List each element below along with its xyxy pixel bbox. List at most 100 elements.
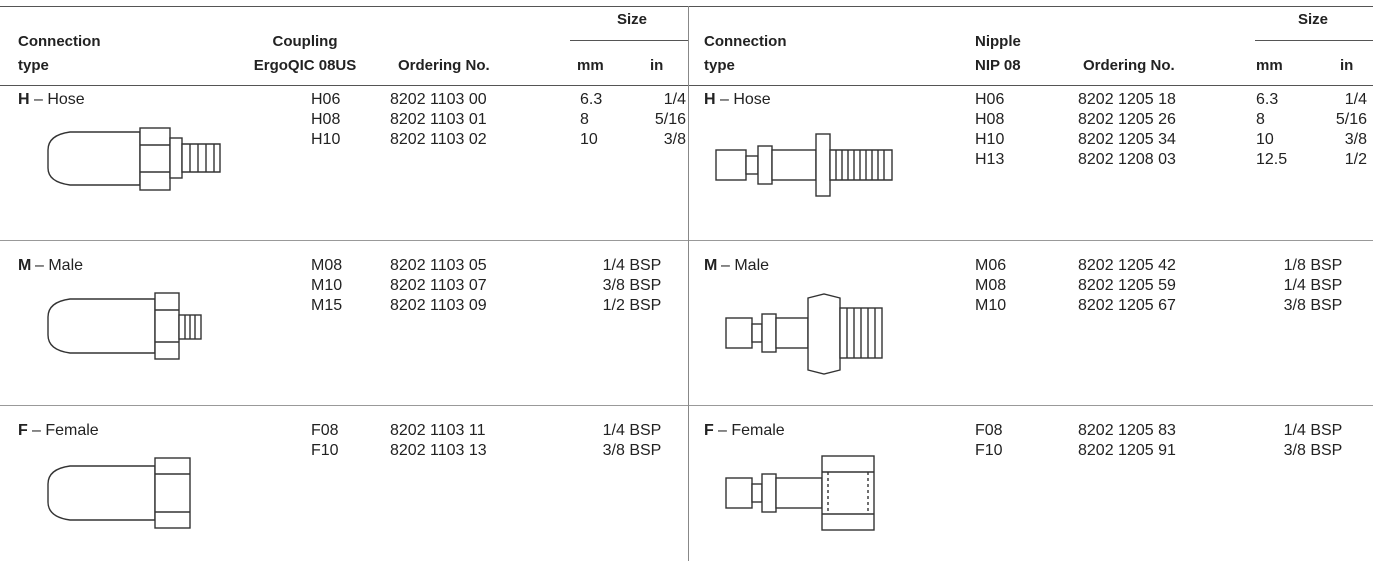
hose-coupling-image — [47, 127, 221, 191]
size-in: 5/16 — [654, 111, 686, 128]
size-rule — [570, 40, 688, 41]
header-product: Nipple — [975, 33, 1021, 50]
row-rule — [689, 405, 1373, 406]
model-code: M06 — [975, 257, 1007, 274]
size-thread: 1/4 BSP — [602, 257, 662, 274]
ordering-number: 8202 1205 67 — [1078, 297, 1176, 314]
header-product: NIP 08 — [975, 57, 1021, 74]
model-code: H06 — [975, 91, 1005, 108]
model-code: F10 — [311, 442, 339, 459]
size-mm: 8 — [1256, 111, 1265, 128]
model-code: M08 — [311, 257, 343, 274]
size-in: 1/2 — [1344, 151, 1367, 168]
size-thread: 3/8 BSP — [602, 442, 662, 459]
male-coupling-image — [47, 292, 202, 360]
size-in: 1/4 — [1344, 91, 1367, 108]
ordering-number: 8202 1103 07 — [390, 277, 487, 294]
header-connection: Connection — [18, 33, 101, 50]
connection-code: M — [704, 257, 718, 274]
header-product: Coupling — [272, 33, 338, 50]
connection-label: – Male — [721, 257, 770, 274]
header-connection: Connection — [704, 33, 787, 50]
header-mm: mm — [577, 57, 604, 74]
size-thread: 1/8 BSP — [1283, 257, 1343, 274]
size-in: 3/8 — [1344, 131, 1367, 148]
header-size: Size — [1297, 11, 1328, 28]
size-mm: 6.3 — [580, 91, 603, 108]
size-mm: 6.3 — [1256, 91, 1279, 108]
ordering-number: 8202 1208 03 — [1078, 151, 1176, 168]
model-code: H10 — [311, 131, 341, 148]
model-code: H06 — [311, 91, 341, 108]
ordering-number: 8202 1205 34 — [1078, 131, 1176, 148]
size-mm: 12.5 — [1256, 151, 1288, 168]
male-nipple-image — [725, 293, 883, 375]
header-product: ErgoQIC 08US — [253, 57, 357, 74]
connection-label: – Hose — [34, 91, 85, 108]
ordering-number: 8202 1205 42 — [1078, 257, 1176, 274]
connection-label: – Female — [718, 422, 785, 439]
size-in: 1/4 — [663, 91, 686, 108]
ordering-number: 8202 1103 01 — [390, 111, 487, 128]
model-code: M10 — [311, 277, 343, 294]
row-rule — [0, 405, 688, 406]
size-thread: 3/8 BSP — [602, 277, 662, 294]
size-thread: 1/4 BSP — [1283, 422, 1343, 439]
top-rule — [0, 6, 1373, 7]
connection-code: F — [704, 422, 714, 439]
ordering-number: 8202 1103 09 — [390, 297, 487, 314]
connection-label: – Female — [32, 422, 99, 439]
header-ordering: Ordering No. — [1083, 57, 1175, 74]
size-mm: 10 — [1256, 131, 1274, 148]
ordering-number: 8202 1205 59 — [1078, 277, 1176, 294]
ordering-number: 8202 1103 00 — [390, 91, 487, 108]
model-code: H08 — [975, 111, 1005, 128]
ordering-number: 8202 1205 83 — [1078, 422, 1176, 439]
connection-code: H — [704, 91, 716, 108]
header-ordering: Ordering No. — [398, 57, 490, 74]
model-code: F08 — [975, 422, 1003, 439]
ordering-number: 8202 1103 02 — [390, 131, 487, 148]
connection-label: – Hose — [720, 91, 771, 108]
ordering-number: 8202 1103 13 — [390, 442, 487, 459]
size-thread: 3/8 BSP — [1283, 442, 1343, 459]
header-mm: mm — [1256, 57, 1283, 74]
connection-label: – Male — [35, 257, 84, 274]
divider — [688, 6, 689, 561]
connection-code: F — [18, 422, 28, 439]
header-in: in — [650, 57, 664, 74]
hose-nipple-image — [715, 133, 893, 197]
size-mm: 10 — [580, 131, 598, 148]
model-code: H13 — [975, 151, 1005, 168]
model-code: M15 — [311, 297, 343, 314]
size-thread: 1/4 BSP — [602, 422, 662, 439]
female-coupling-image — [47, 457, 191, 529]
ordering-number: 8202 1205 26 — [1078, 111, 1176, 128]
header-in: in — [1340, 57, 1354, 74]
model-code: M10 — [975, 297, 1007, 314]
header-size: Size — [616, 11, 647, 28]
size-thread: 1/4 BSP — [1283, 277, 1343, 294]
model-code: F10 — [975, 442, 1003, 459]
size-in: 5/16 — [1335, 111, 1367, 128]
model-code: F08 — [311, 422, 339, 439]
header-connection: type — [704, 57, 735, 74]
size-thread: 3/8 BSP — [1283, 297, 1343, 314]
ordering-number: 8202 1103 11 — [390, 422, 486, 439]
connection-code: H — [18, 91, 30, 108]
header-rule — [0, 85, 1373, 86]
row-rule — [0, 240, 688, 241]
model-code: H08 — [311, 111, 341, 128]
model-code: H10 — [975, 131, 1005, 148]
size-rule — [1255, 40, 1373, 41]
connection-code: M — [18, 257, 32, 274]
female-nipple-image — [725, 455, 875, 531]
header-connection: type — [18, 57, 49, 74]
size-in: 3/8 — [663, 131, 686, 148]
ordering-number: 8202 1205 91 — [1078, 442, 1176, 459]
row-rule — [689, 240, 1373, 241]
ordering-number: 8202 1103 05 — [390, 257, 487, 274]
ordering-number: 8202 1205 18 — [1078, 91, 1176, 108]
size-mm: 8 — [580, 111, 589, 128]
